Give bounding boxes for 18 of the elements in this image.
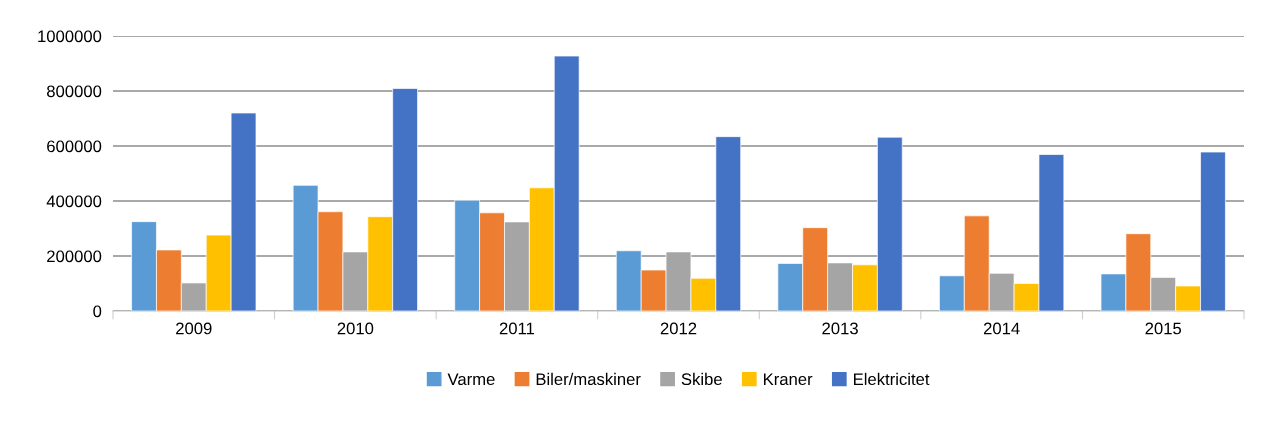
x-tick-label: 2013	[822, 322, 858, 335]
x-tick-label: 2009	[176, 322, 212, 335]
legend-label: Varme	[447, 373, 495, 386]
legend-label: Elektricitet	[854, 372, 930, 386]
x-tick-label: 2011	[499, 322, 535, 335]
x-tick-label: 2015	[1145, 322, 1182, 335]
legend-label: Biler/maskiner	[536, 372, 641, 386]
y-tick-label: 200000	[47, 250, 102, 263]
legend-label: Skibe	[681, 372, 722, 386]
y-tick-label: 600000	[47, 140, 102, 153]
y-tick-label: 400000	[46, 195, 102, 208]
y-tick-label: 800000	[47, 85, 102, 98]
legend-label: Kraner	[763, 373, 813, 386]
x-tick-label: 2010	[337, 322, 374, 335]
y-tick-label: 1000000	[38, 30, 102, 43]
y-tick-label: 0	[93, 305, 102, 318]
x-tick-label: 2014	[983, 322, 1020, 335]
x-tick-label: 2012	[660, 322, 697, 335]
